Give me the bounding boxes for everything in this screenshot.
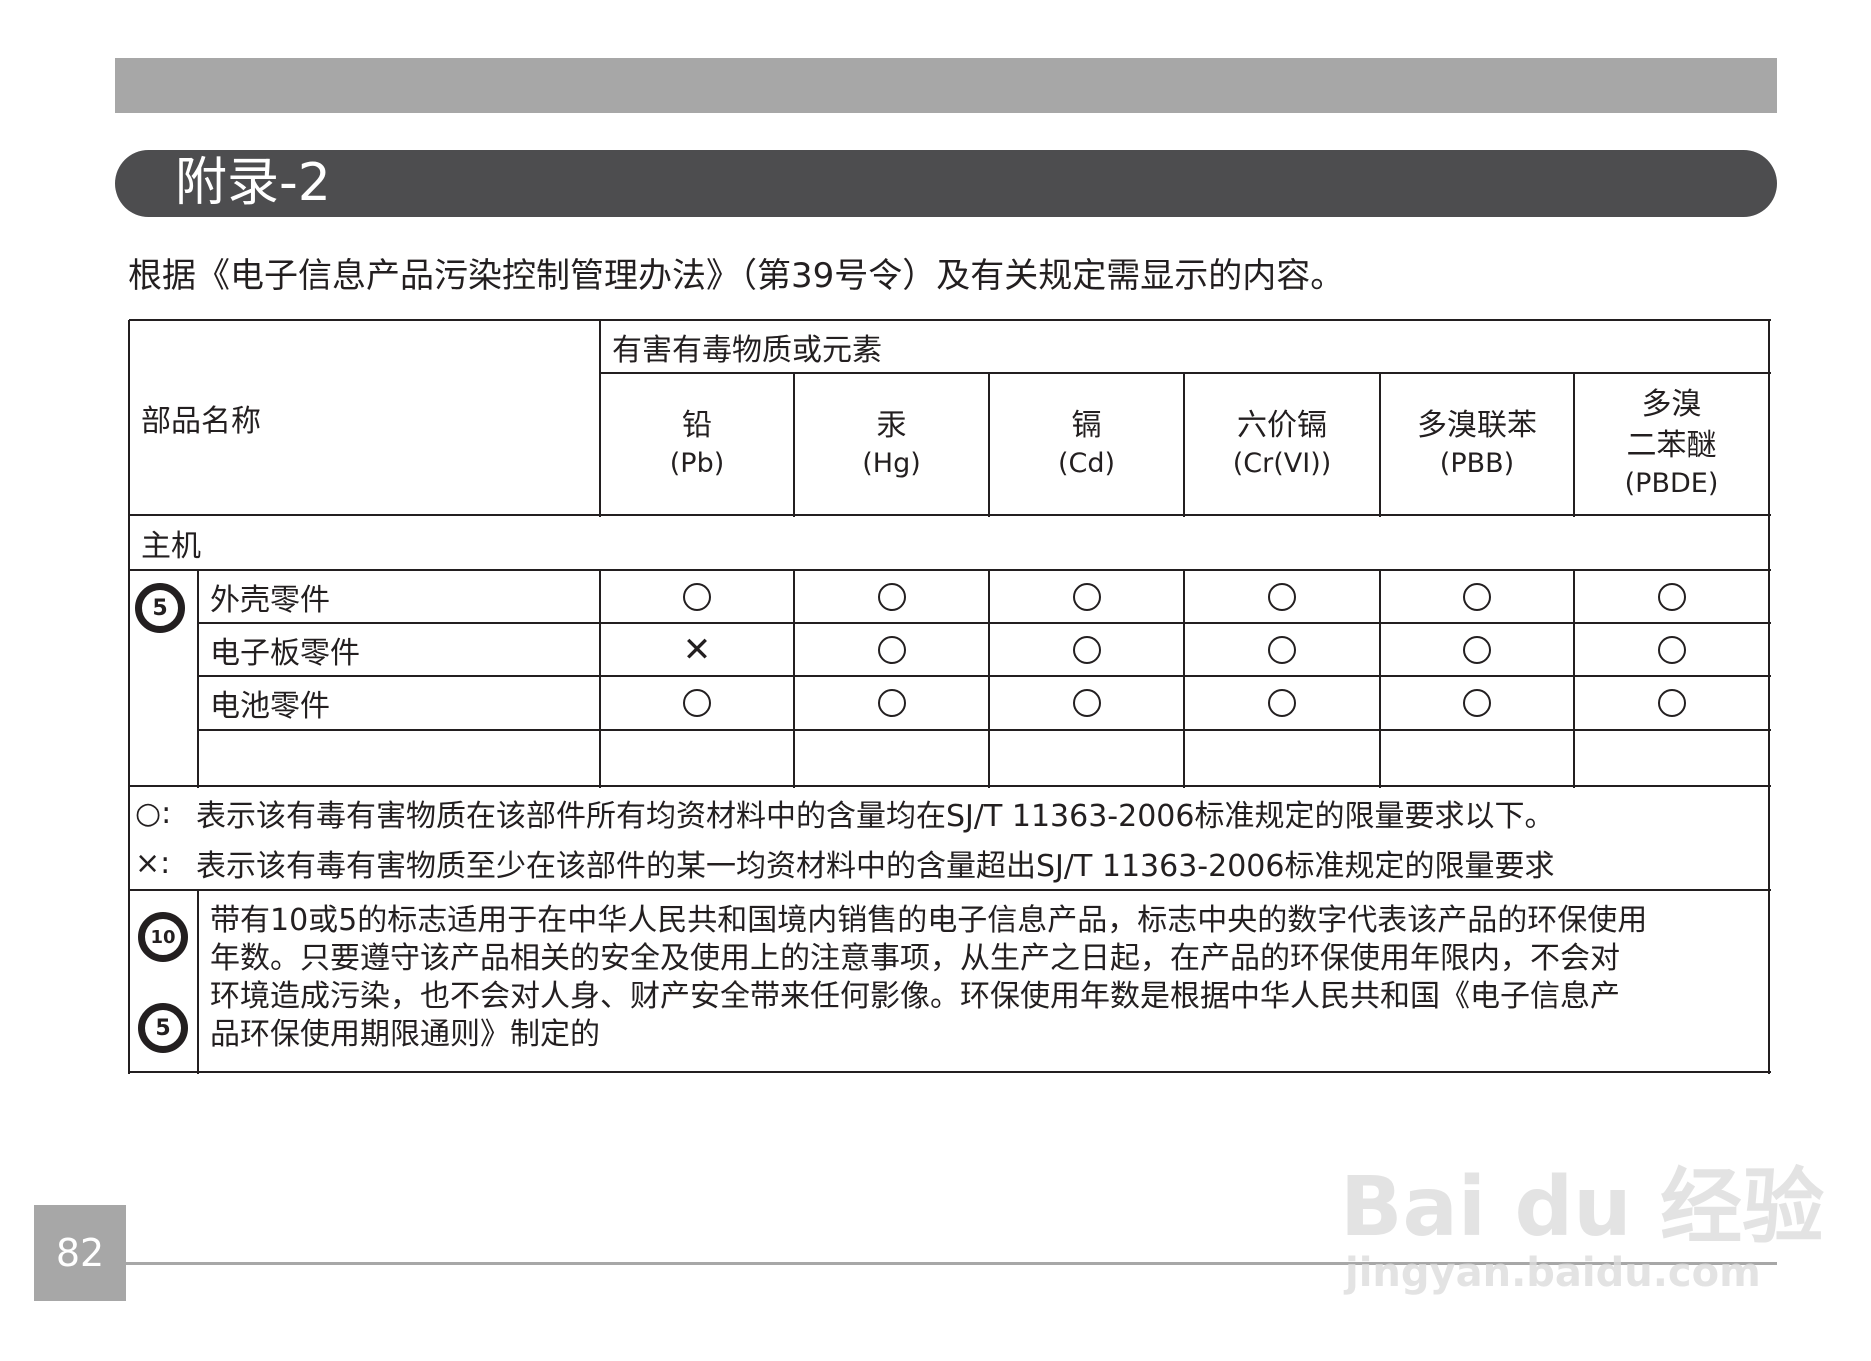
legend-circle-symbol: ○:: [135, 795, 172, 831]
substance-symbol: (Hg): [862, 448, 921, 480]
page-number: 82: [34, 1205, 126, 1301]
table-rule-h: [129, 319, 1771, 321]
circle-mark-icon: [989, 623, 1184, 676]
substance-symbol: (PBB): [1439, 448, 1515, 480]
substance-symbol: (Cd): [1057, 448, 1116, 480]
column-header-3: 六价镉 (Cr(VI)): [1184, 373, 1380, 515]
table-rule-h: [198, 622, 1771, 624]
legend-cross-text: 表示该有毒有害物质至少在该部件的某一均资材料中的含量超出SJ/T 11363-2…: [196, 849, 1555, 884]
table-rule-h: [600, 372, 1771, 374]
table-rule-v: [599, 320, 601, 517]
table-rule-v: [599, 570, 601, 788]
circle-mark-icon: [1184, 676, 1380, 730]
part-name-header: 部品名称: [141, 403, 261, 439]
watermark-logo: Bai du 经验: [1340, 1160, 1825, 1255]
circle-mark-icon: [1380, 676, 1574, 730]
table-rule-v: [1183, 373, 1185, 517]
table-rule-v: [988, 570, 990, 788]
rohs-10-icon: 10: [138, 912, 188, 962]
table-rule-h: [198, 675, 1771, 677]
table-rule-v: [793, 373, 795, 517]
table-rule-v: [793, 570, 795, 788]
cross-mark-icon: ✕: [682, 629, 712, 670]
table-rule-v: [988, 373, 990, 517]
table-rule-h: [129, 569, 1771, 571]
circle-mark-icon: [1380, 570, 1574, 623]
circle-mark-icon: [1184, 570, 1380, 623]
part-name: 电子板零件: [210, 635, 360, 671]
table-rule-h: [129, 1071, 1771, 1073]
table-rule-h: [129, 785, 1771, 787]
circle-mark-icon: [794, 676, 989, 730]
table-rule-v: [1379, 570, 1381, 788]
table-rule-h: [129, 514, 1771, 516]
circle-mark-icon: [989, 570, 1184, 623]
circle-mark-icon: [989, 676, 1184, 730]
circle-mark-icon: [1574, 623, 1769, 676]
note-line: 环境造成污染，也不会对人身、财产安全带来任何影像。环保使用年数是根据中华人民共和…: [210, 979, 1620, 1014]
table-rule-h: [198, 729, 1771, 731]
circle-mark-icon: [794, 570, 989, 623]
substance-name: 汞: [876, 407, 907, 443]
substance-name: 六价镉: [1237, 407, 1327, 443]
substance-name: 多溴联苯: [1417, 407, 1537, 443]
part-name: 电池零件: [210, 689, 330, 724]
table-rule-v: [1573, 373, 1575, 517]
column-header-0: 铅 (Pb): [600, 373, 794, 515]
part-name: 外壳零件: [210, 582, 330, 618]
substance-symbol: (Pb): [669, 448, 725, 480]
watermark-url: jingyan.baidu.com: [1345, 1250, 1761, 1296]
circle-mark-icon: [600, 676, 794, 730]
rohs-5-icon: 5: [138, 1003, 188, 1053]
table-rule-v: [128, 320, 130, 1074]
column-header-4: 多溴联苯 (PBB): [1380, 373, 1574, 515]
substance-symbol: (PBDE): [1624, 468, 1719, 500]
column-header-5: 多溴 二苯醚 (PBDE): [1574, 373, 1769, 515]
substances-header: 有害有毒物质或元素: [612, 332, 882, 368]
intro-text: 根据《电子信息产品污染控制管理办法》（第39号令）及有关规定需显示的内容。: [128, 256, 1345, 296]
group-label: 主机: [141, 528, 201, 564]
circle-mark-icon: [794, 623, 989, 676]
table-rule-v: [1183, 570, 1185, 788]
table-rule-v: [1573, 570, 1575, 788]
note-line: 年数。只要遵守该产品相关的安全及使用上的注意事项，从生产之日起，在产品的环保使用…: [210, 941, 1620, 976]
table-rule-h: [129, 889, 1771, 891]
column-header-2: 镉 (Cd): [989, 373, 1184, 515]
table-rule-v: [1768, 320, 1770, 1074]
circle-mark-icon: [600, 570, 794, 623]
table-rule-v: [197, 570, 199, 788]
circle-mark-icon: [1574, 676, 1769, 730]
page-title: 附录-2: [115, 150, 1777, 217]
substance-name: 多溴 二苯醚: [1626, 387, 1717, 463]
substance-symbol: (Cr(VI)): [1232, 448, 1332, 480]
substance-name: 镉: [1071, 407, 1102, 443]
legend-cross-symbol: ×:: [135, 845, 171, 881]
rohs-5-icon: 5: [135, 583, 185, 633]
note-line: 带有10或5的标志适用于在中华人民共和国境内销售的电子信息产品，标志中央的数字代…: [210, 903, 1648, 938]
legend-circle-text: 表示该有毒有害物质在该部件所有均资材料中的含量均在SJ/T 11363-2006…: [196, 799, 1555, 834]
table-rule-v: [197, 890, 199, 1074]
footer-line: [126, 1262, 1777, 1265]
circle-mark-icon: [1380, 623, 1574, 676]
circle-mark-icon: [1574, 570, 1769, 623]
note-line: 品环保使用期限通则》制定的: [210, 1017, 600, 1052]
circle-mark-icon: [1184, 623, 1380, 676]
table-rule-v: [1379, 373, 1381, 517]
header-bar: [115, 58, 1777, 113]
column-header-1: 汞 (Hg): [794, 373, 989, 515]
substance-name: 铅: [682, 407, 712, 443]
